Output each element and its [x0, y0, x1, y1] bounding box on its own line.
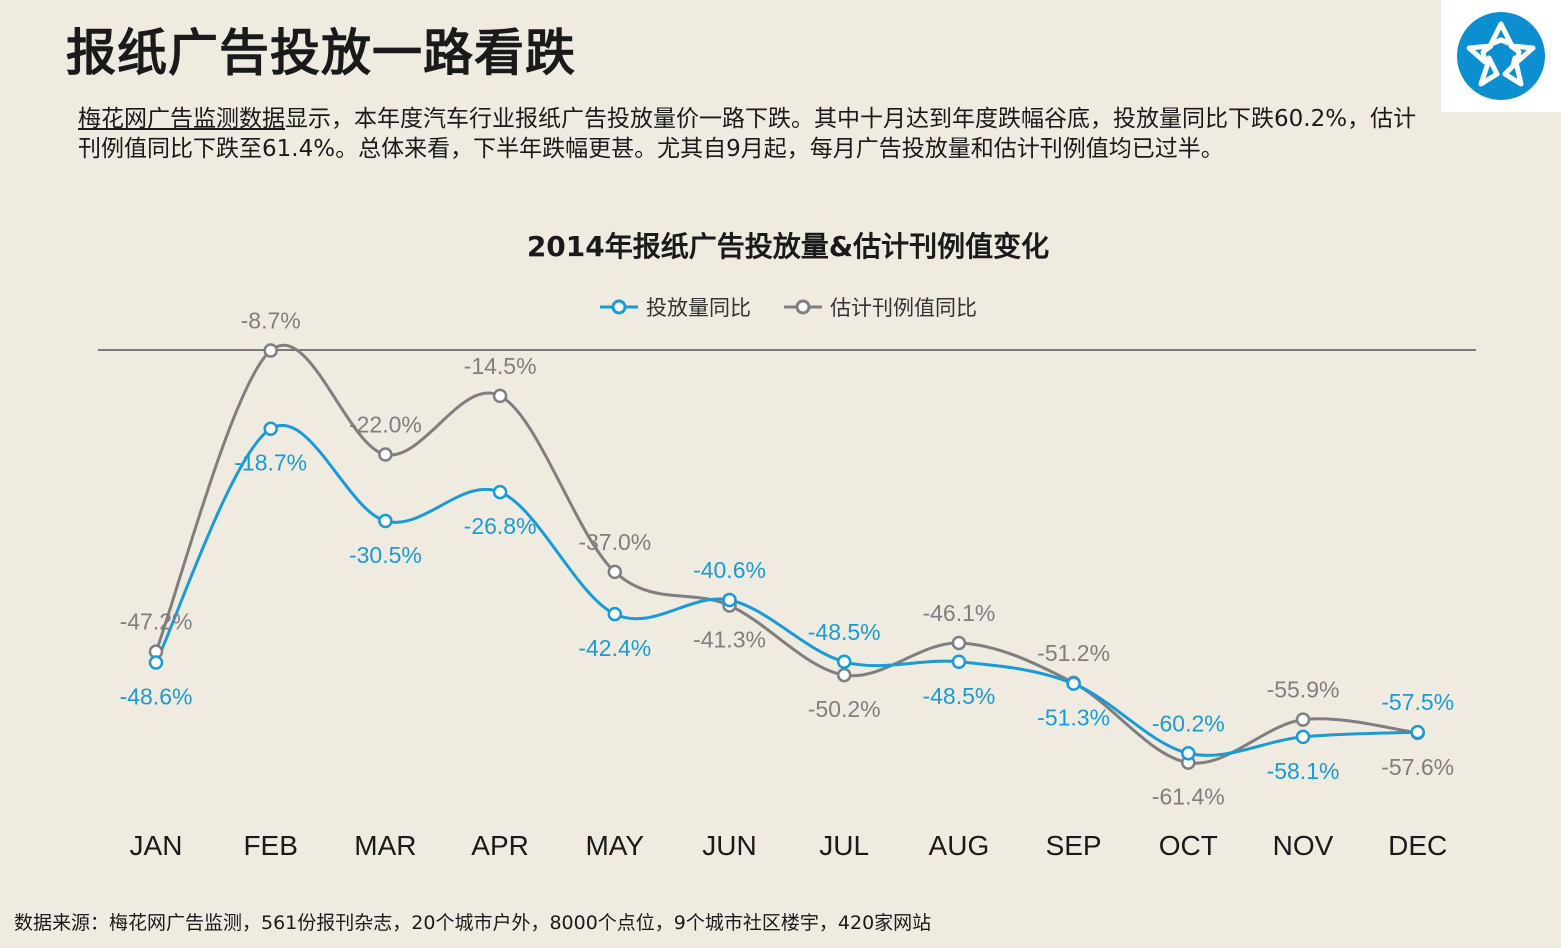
data-label-gray-aug: -46.1% [922, 600, 995, 626]
data-label-blue-nov: -58.1% [1267, 758, 1340, 784]
data-label-gray-jun: -41.3% [693, 626, 766, 652]
data-label-gray-jan: -47.2% [120, 609, 193, 635]
data-label-blue-jul: -48.5% [808, 619, 881, 645]
data-label-gray-apr: -14.5% [464, 353, 537, 379]
meihua-logo-icon [1457, 12, 1545, 100]
data-label-gray-mar: -22.0% [349, 412, 422, 438]
data-point-blue-sep [1066, 676, 1081, 691]
x-tick-label-sep: SEP [1046, 830, 1102, 861]
data-point-blue-mar [378, 513, 393, 529]
series-line-gray [154, 343, 1418, 765]
summary-body: 显示，本年度汽车行业报纸广告投放量价一路下跌。其中十月达到年度跌幅谷底，投放量同… [78, 106, 1417, 162]
data-label-blue-dec: -57.5% [1381, 689, 1454, 715]
x-tick-label-nov: NOV [1273, 830, 1334, 861]
data-label-gray-sep: -51.2% [1037, 640, 1110, 666]
data-point-gray-may [607, 564, 623, 580]
data-point-blue-feb [263, 421, 278, 436]
source-note: 数据来源：梅花网广告监测，561份报刊杂志，20个城市户外，8000个点位，9个… [14, 912, 932, 934]
x-tick-label-dec: DEC [1388, 830, 1447, 861]
data-point-blue-aug [951, 654, 967, 670]
summary-source-link: 梅花网广告监测数据 [78, 106, 285, 132]
x-tick-label-mar: MAR [354, 830, 416, 861]
data-label-blue-jun: -40.6% [693, 557, 766, 583]
data-point-blue-nov [1295, 729, 1311, 745]
data-point-gray-mar [378, 447, 393, 462]
logo [1441, 0, 1561, 112]
data-label-gray-nov: -55.9% [1267, 677, 1340, 703]
legend-label-blue: 投放量同比 [646, 296, 751, 320]
data-label-gray-dec: -57.6% [1381, 754, 1454, 780]
data-label-blue-feb: -18.7% [234, 450, 307, 476]
data-point-gray-apr [492, 388, 508, 404]
data-label-gray-oct: -61.4% [1152, 784, 1225, 810]
data-point-blue-oct [1181, 746, 1196, 761]
data-point-blue-may [607, 606, 623, 622]
legend-item-gray: 估计刊例值同比 [784, 296, 977, 320]
series-line-blue [154, 424, 1418, 757]
data-label-blue-aug: -48.5% [922, 683, 995, 709]
legend-label-gray: 估计刊例值同比 [830, 296, 977, 320]
data-point-blue-jan [148, 655, 164, 670]
x-tick-label-jul: JUL [819, 830, 869, 861]
data-label-blue-sep: -51.3% [1037, 705, 1110, 731]
data-label-blue-may: -42.4% [578, 635, 651, 661]
x-tick-label-oct: OCT [1159, 830, 1218, 861]
chart-legend: 投放量同比 估计刊例值同比 [600, 296, 977, 320]
plot-area: JAN FEB MAR APR MAY JUN JUL AUG SEP OCT NOV DEC -47.… [120, 308, 1455, 861]
data-point-gray-aug [951, 635, 967, 651]
x-tick-label-aug: AUG [929, 830, 990, 861]
chart-title: 2014年报纸广告投放量&估计刊例值变化 [527, 230, 1049, 263]
x-tick-label-jun: JUN [702, 830, 756, 861]
data-point-blue-jul [836, 654, 852, 670]
legend-item-blue: 投放量同比 [600, 296, 751, 320]
x-tick-label-may: MAY [585, 830, 644, 861]
data-label-gray-jul: -50.2% [808, 696, 881, 722]
data-point-blue-jun [722, 592, 737, 608]
data-label-blue-jan: -48.6% [120, 684, 193, 710]
data-label-blue-mar: -30.5% [349, 542, 422, 568]
summary-text: 梅花网广告监测数据显示，本年度汽车行业报纸广告投放量价一路下跌。其中十月达到年度… [78, 104, 1418, 164]
page-title: 报纸广告投放一路看跌 [66, 24, 576, 82]
data-label-gray-may: -37.0% [578, 529, 651, 555]
data-point-blue-dec [1410, 724, 1425, 740]
data-point-gray-feb [263, 343, 278, 358]
data-point-gray-jul [836, 667, 852, 683]
data-point-blue-apr [492, 484, 508, 500]
x-tick-label-jan: JAN [130, 830, 183, 861]
data-label-gray-feb: -8.7% [241, 308, 301, 334]
data-point-gray-nov [1295, 712, 1311, 727]
data-label-blue-apr: -26.8% [464, 513, 537, 539]
x-tick-label-apr: APR [471, 830, 529, 861]
data-label-blue-oct: -60.2% [1152, 710, 1225, 736]
x-tick-label-feb: FEB [243, 830, 297, 861]
